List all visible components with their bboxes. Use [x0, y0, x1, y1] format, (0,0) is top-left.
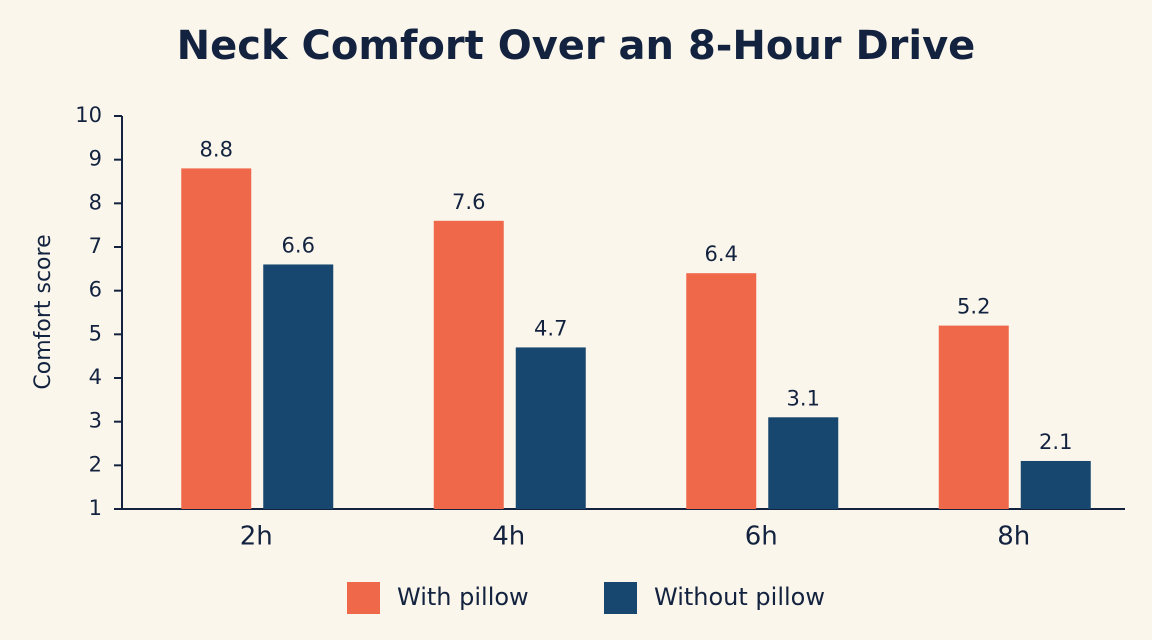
legend-swatch — [347, 582, 380, 614]
y-axis-label: Comfort score — [31, 234, 56, 389]
bar — [768, 417, 839, 509]
y-tick-label: 7 — [89, 234, 102, 258]
value-label: 4.7 — [534, 316, 567, 340]
legend-swatch — [604, 582, 637, 614]
bar — [1020, 460, 1091, 509]
y-tick-label: 2 — [89, 452, 102, 476]
y-tick-label: 8 — [89, 190, 102, 214]
value-label: 5.2 — [957, 295, 990, 319]
y-tick-label: 10 — [75, 103, 102, 127]
value-label: 2.1 — [1039, 430, 1072, 454]
value-label: 6.6 — [282, 233, 315, 257]
bar — [181, 168, 252, 509]
bar — [263, 264, 334, 509]
value-label: 7.6 — [452, 190, 485, 214]
bar — [686, 273, 757, 509]
legend-label: With pillow — [397, 583, 529, 611]
x-tick-label: 4h — [492, 522, 525, 552]
y-tick-label: 1 — [89, 496, 102, 520]
value-label: 3.1 — [787, 386, 820, 410]
value-label: 8.8 — [200, 137, 233, 161]
x-tick-label: 2h — [240, 522, 273, 552]
bar — [515, 347, 586, 509]
legend-label: Without pillow — [654, 583, 825, 611]
y-tick-label: 4 — [89, 365, 102, 389]
y-tick-label: 9 — [89, 147, 102, 171]
y-tick-label: 6 — [89, 278, 102, 302]
bar — [938, 325, 1009, 509]
chart-title: Neck Comfort Over an 8-Hour Drive — [177, 23, 976, 69]
value-label: 6.4 — [705, 242, 738, 266]
y-tick-label: 5 — [89, 321, 102, 345]
x-tick-label: 8h — [997, 522, 1030, 552]
y-tick-label: 3 — [89, 409, 102, 433]
x-tick-label: 6h — [745, 522, 778, 552]
bar — [433, 220, 504, 510]
